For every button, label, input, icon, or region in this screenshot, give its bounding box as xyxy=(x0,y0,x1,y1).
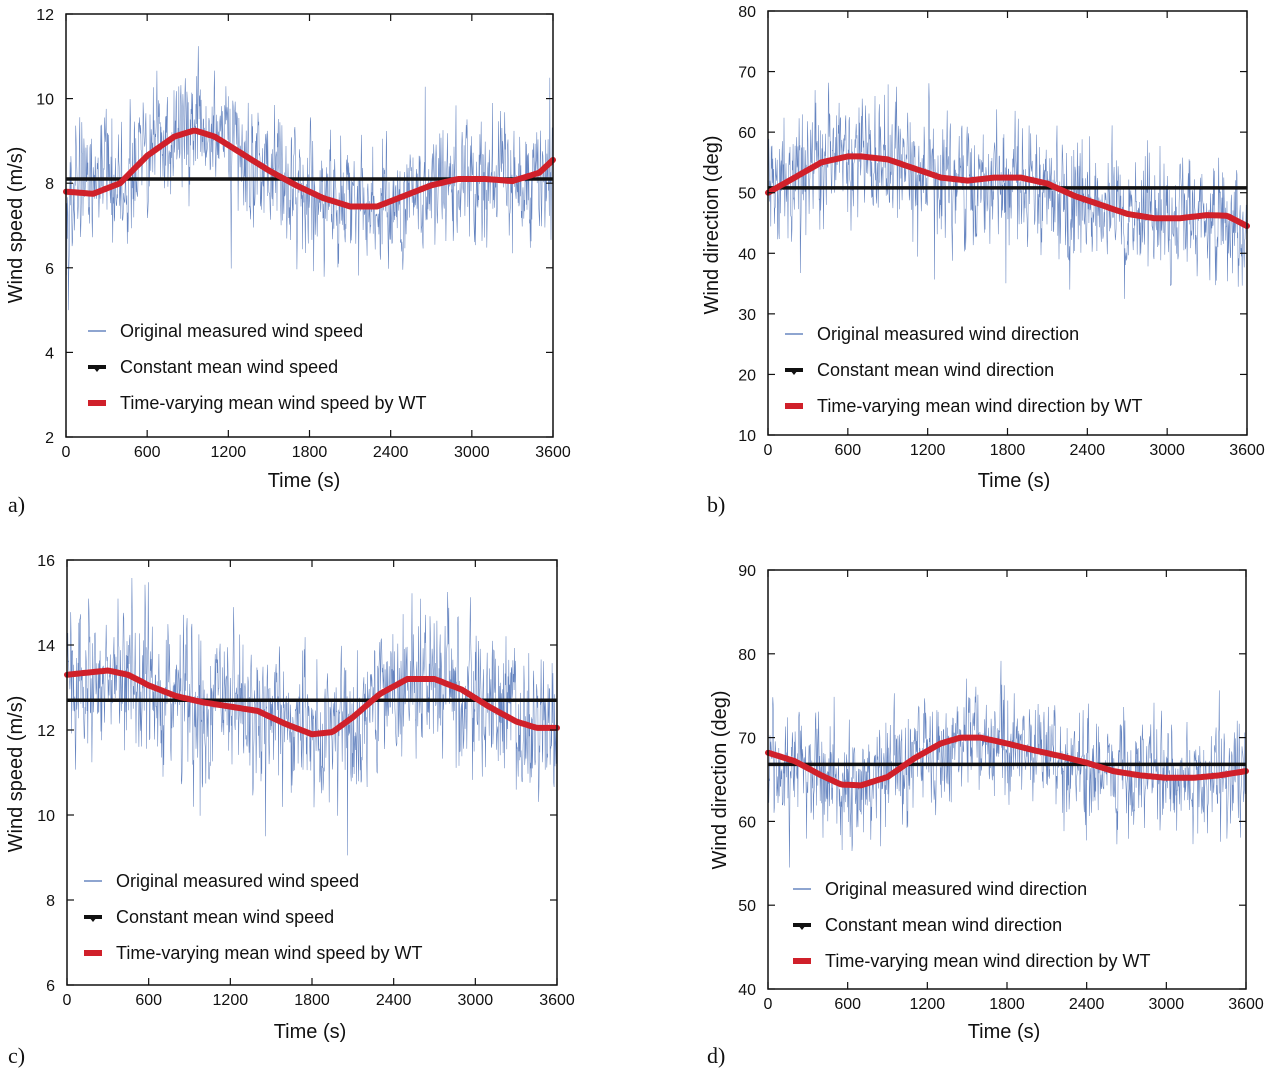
x-tick-label: 0 xyxy=(63,992,72,1009)
y-axis-label: Wind speed (m/s) xyxy=(5,696,27,853)
chart-panel-d: 0 600 1200 1800 2400 3000 3600 40 50 60 70 80 90 Time… xyxy=(707,563,1264,1068)
measured-series-line xyxy=(65,46,554,311)
chart-panel-a: 0 600 1200 1800 2400 3000 3600 2 4 6 8 10 12 Time (s)… xyxy=(5,7,571,517)
x-tick-label: 1800 xyxy=(294,992,330,1009)
x-tick-label: 1200 xyxy=(213,992,249,1009)
y-tick-label: 40 xyxy=(738,246,756,263)
panel-label: d) xyxy=(707,1043,725,1068)
legend-entry-label: Time-varying mean wind direction by WT xyxy=(825,951,1150,971)
legend-entry-label: Original measured wind speed xyxy=(116,871,359,891)
legend-entry-label: Constant mean wind direction xyxy=(825,915,1062,935)
y-axis-label: Wind direction (deg) xyxy=(701,136,723,315)
y-tick-label: 70 xyxy=(738,65,756,82)
x-axis-label: Time (s) xyxy=(274,1021,347,1043)
x-tick-label: 0 xyxy=(764,442,773,459)
y-tick-label: 20 xyxy=(738,367,756,384)
measured-series-line xyxy=(66,577,558,856)
legend-entry-label: Constant mean wind direction xyxy=(817,360,1054,380)
x-tick-label: 3000 xyxy=(454,444,490,461)
x-tick-label: 600 xyxy=(134,444,161,461)
x-tick-label: 2400 xyxy=(373,444,409,461)
x-tick-label: 600 xyxy=(834,996,861,1013)
panel-label: a) xyxy=(8,492,25,517)
y-tick-label: 14 xyxy=(37,638,55,655)
y-tick-label: 50 xyxy=(738,898,756,915)
legend-entry-label: Constant mean wind speed xyxy=(116,907,334,927)
x-tick-label: 1800 xyxy=(292,444,328,461)
y-tick-label: 10 xyxy=(738,428,756,445)
x-tick-label: 3600 xyxy=(535,444,571,461)
legend: Original measured wind speed Constant mea… xyxy=(88,321,426,413)
wt-mean-line xyxy=(64,667,560,738)
x-axis-label: Time (s) xyxy=(968,1021,1041,1043)
x-tick-label: 3600 xyxy=(539,992,575,1009)
x-tick-label: 1200 xyxy=(211,444,247,461)
legend-entry-label: Constant mean wind speed xyxy=(120,357,338,377)
y-tick-label: 8 xyxy=(45,176,54,193)
y-axis-label: Wind speed (m/s) xyxy=(5,147,27,304)
x-tick-label: 2400 xyxy=(1070,442,1106,459)
legend-entry-label: Time-varying mean wind speed by WT xyxy=(120,393,426,413)
y-tick-label: 2 xyxy=(45,430,54,447)
x-tick-label: 0 xyxy=(62,444,71,461)
x-tick-label: 3000 xyxy=(1149,996,1185,1013)
wt-mean-line xyxy=(765,734,1249,789)
x-tick-label: 3000 xyxy=(1149,442,1185,459)
x-tick-label: 600 xyxy=(135,992,162,1009)
y-tick-label: 16 xyxy=(37,553,55,570)
y-tick-label: 40 xyxy=(738,982,756,999)
x-tick-label: 0 xyxy=(764,996,773,1013)
y-axis-label: Wind direction (deg) xyxy=(709,691,731,870)
measured-series-line xyxy=(767,660,1247,868)
y-tick-label: 10 xyxy=(37,808,55,825)
legend-marker xyxy=(798,925,806,930)
measured-series-line xyxy=(767,82,1248,299)
y-tick-label: 12 xyxy=(36,7,54,24)
chart-panel-b: 0 600 1200 1800 2400 3000 3600 10 20 30 40 50 60 70 80… xyxy=(701,4,1265,517)
x-tick-label: 1800 xyxy=(989,996,1025,1013)
wt-mean-line xyxy=(63,127,556,210)
panel-label: b) xyxy=(707,492,725,517)
y-tick-label: 4 xyxy=(45,345,54,362)
y-tick-label: 60 xyxy=(738,125,756,142)
y-tick-label: 90 xyxy=(738,563,756,580)
y-tick-label: 6 xyxy=(45,261,54,278)
legend-entry-label: Original measured wind direction xyxy=(817,324,1079,344)
x-tick-label: 1200 xyxy=(910,442,946,459)
legend-marker xyxy=(790,370,798,375)
y-tick-label: 12 xyxy=(37,723,55,740)
legend: Original measured wind speed Constant mea… xyxy=(84,871,422,963)
x-tick-label: 2400 xyxy=(1069,996,1105,1013)
y-tick-label: 80 xyxy=(738,4,756,21)
legend-marker xyxy=(89,917,97,922)
legend-entry-label: Time-varying mean wind direction by WT xyxy=(817,396,1142,416)
x-tick-label: 1200 xyxy=(910,996,946,1013)
y-tick-label: 80 xyxy=(738,647,756,664)
x-tick-label: 1800 xyxy=(990,442,1026,459)
legend-entry-label: Original measured wind speed xyxy=(120,321,363,341)
legend-entry-label: Original measured wind direction xyxy=(825,879,1087,899)
y-tick-label: 30 xyxy=(738,307,756,324)
legend: Original measured wind direction Constant… xyxy=(793,879,1150,971)
x-tick-label: 3600 xyxy=(1228,996,1264,1013)
y-tick-label: 10 xyxy=(36,92,54,109)
x-axis-label: Time (s) xyxy=(978,470,1051,492)
y-tick-label: 70 xyxy=(738,731,756,748)
y-tick-label: 8 xyxy=(46,893,55,910)
x-tick-label: 3000 xyxy=(458,992,494,1009)
legend-entry-label: Time-varying mean wind speed by WT xyxy=(116,943,422,963)
legend-marker xyxy=(93,367,101,372)
chart-panel-c: 0 600 1200 1800 2400 3000 3600 6 8 10 12 14 16 Time (… xyxy=(5,553,575,1068)
x-tick-label: 2400 xyxy=(376,992,412,1009)
y-tick-label: 60 xyxy=(738,814,756,831)
wt-mean-line xyxy=(765,153,1250,229)
legend: Original measured wind direction Constant… xyxy=(785,324,1142,416)
y-tick-label: 50 xyxy=(738,186,756,203)
y-tick-label: 6 xyxy=(46,978,55,995)
x-axis-label: Time (s) xyxy=(268,470,341,492)
x-tick-label: 3600 xyxy=(1229,442,1265,459)
panel-label: c) xyxy=(8,1043,25,1068)
x-tick-label: 600 xyxy=(834,442,861,459)
